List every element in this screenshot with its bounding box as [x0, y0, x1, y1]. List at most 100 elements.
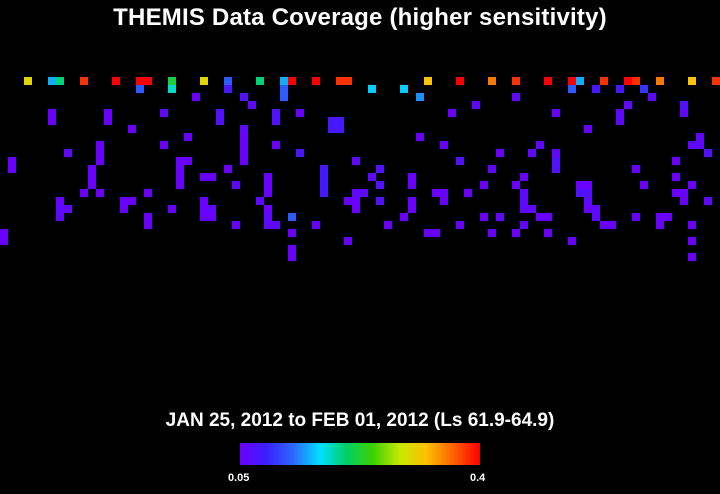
coverage-cell [440, 189, 448, 197]
coverage-cell [536, 141, 544, 149]
coverage-cell [568, 237, 576, 245]
colorbar-min-label: 0.05 [228, 472, 250, 484]
coverage-cell [264, 181, 272, 189]
coverage-cell [248, 101, 256, 109]
coverage-cell [320, 165, 328, 173]
coverage-cell [280, 85, 288, 93]
coverage-cell [512, 181, 520, 189]
coverage-cell [552, 157, 560, 165]
coverage-cell [8, 165, 16, 173]
coverage-cell [680, 197, 688, 205]
coverage-cell [48, 109, 56, 117]
coverage-cell [264, 173, 272, 181]
coverage-cell [552, 109, 560, 117]
coverage-cell [288, 213, 296, 221]
coverage-cell [232, 221, 240, 229]
coverage-cell [128, 125, 136, 133]
coverage-cell [96, 141, 104, 149]
coverage-plot [0, 77, 720, 261]
coverage-cell [544, 213, 552, 221]
coverage-cell [344, 197, 352, 205]
coverage-cell [656, 77, 664, 85]
coverage-cell [696, 141, 704, 149]
coverage-cell [48, 77, 56, 85]
coverage-cell [312, 77, 320, 85]
coverage-cell [368, 173, 376, 181]
coverage-cell [520, 197, 528, 205]
coverage-cell [424, 77, 432, 85]
coverage-cell [632, 165, 640, 173]
coverage-cell [8, 157, 16, 165]
coverage-cell [240, 125, 248, 133]
coverage-cell [656, 213, 664, 221]
coverage-cell [480, 181, 488, 189]
coverage-cell [144, 221, 152, 229]
coverage-cell [456, 221, 464, 229]
coverage-cell [200, 173, 208, 181]
coverage-cell [568, 85, 576, 93]
coverage-cell [288, 253, 296, 261]
coverage-cell [264, 221, 272, 229]
coverage-cell [576, 77, 584, 85]
coverage-cell [400, 213, 408, 221]
coverage-cell [688, 181, 696, 189]
coverage-cell [688, 221, 696, 229]
coverage-cell [384, 221, 392, 229]
coverage-cell [480, 213, 488, 221]
coverage-cell [520, 221, 528, 229]
coverage-cell [56, 213, 64, 221]
coverage-cell [104, 109, 112, 117]
coverage-cell [320, 189, 328, 197]
coverage-cell [352, 157, 360, 165]
coverage-cell [208, 213, 216, 221]
coverage-cell [376, 165, 384, 173]
coverage-cell [160, 109, 168, 117]
date-range-label: JAN 25, 2012 to FEB 01, 2012 (Ls 61.9-64… [165, 410, 555, 431]
coverage-cell [520, 173, 528, 181]
coverage-cell [592, 213, 600, 221]
coverage-cell [352, 189, 360, 197]
coverage-cell [624, 101, 632, 109]
coverage-cell [104, 117, 112, 125]
coverage-cell [448, 109, 456, 117]
coverage-cell [272, 117, 280, 125]
coverage-cell [544, 229, 552, 237]
coverage-cell [240, 157, 248, 165]
colorbar [240, 443, 480, 465]
coverage-cell [56, 197, 64, 205]
coverage-cell [424, 229, 432, 237]
coverage-cell [56, 205, 64, 213]
coverage-cell [688, 253, 696, 261]
coverage-cell [680, 109, 688, 117]
coverage-cell [584, 197, 592, 205]
coverage-cell [320, 173, 328, 181]
coverage-cell [224, 165, 232, 173]
coverage-cell [336, 117, 344, 125]
coverage-cell [296, 149, 304, 157]
coverage-cell [600, 77, 608, 85]
coverage-cell [96, 189, 104, 197]
coverage-cell [240, 93, 248, 101]
coverage-cell [240, 133, 248, 141]
coverage-cell [488, 229, 496, 237]
coverage-cell [712, 77, 720, 85]
coverage-cell [528, 205, 536, 213]
coverage-cell [64, 205, 72, 213]
coverage-cell [576, 181, 584, 189]
coverage-cell [96, 149, 104, 157]
coverage-cell [640, 85, 648, 93]
coverage-cell [0, 237, 8, 245]
coverage-cell [128, 197, 136, 205]
coverage-cell [192, 93, 200, 101]
coverage-cell [184, 133, 192, 141]
coverage-cell [616, 85, 624, 93]
coverage-cell [200, 77, 208, 85]
coverage-cell [176, 165, 184, 173]
coverage-cell [552, 149, 560, 157]
coverage-cell [216, 109, 224, 117]
coverage-cell [376, 181, 384, 189]
coverage-cell [488, 77, 496, 85]
coverage-cell [64, 149, 72, 157]
coverage-cell [264, 213, 272, 221]
coverage-cell [520, 189, 528, 197]
